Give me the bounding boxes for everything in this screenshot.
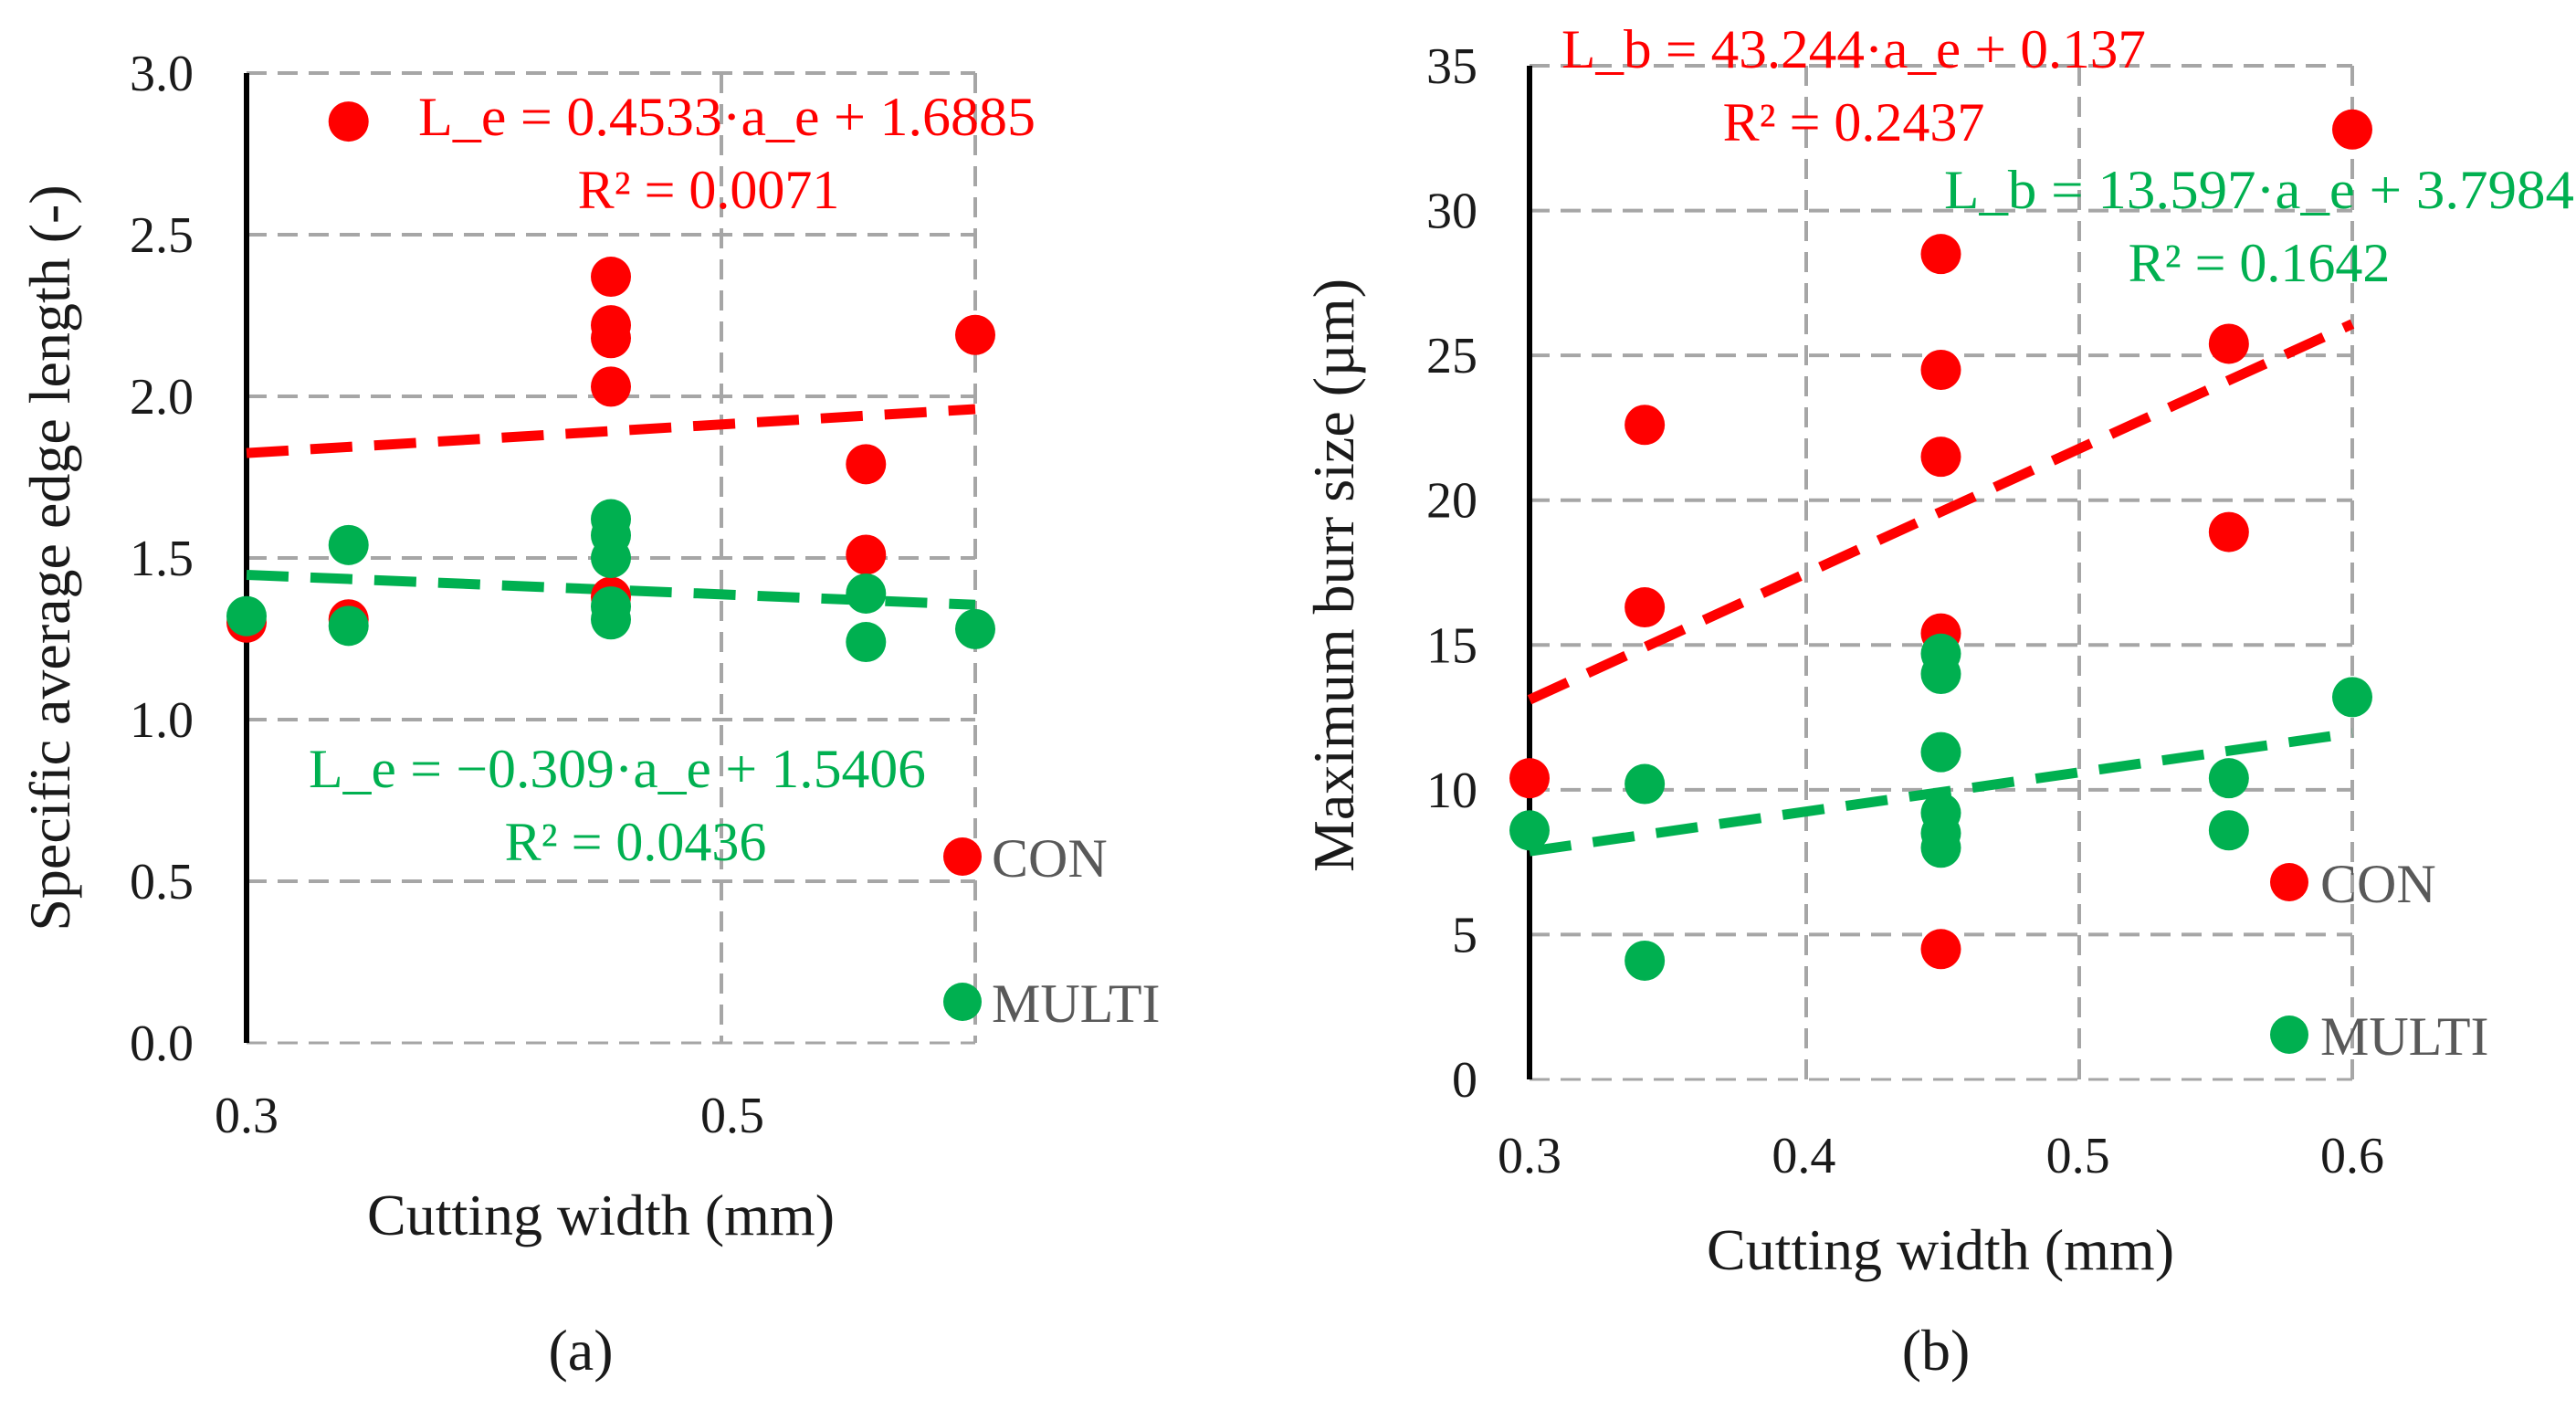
y-tick-label: 15 <box>1426 617 1477 674</box>
point-multi <box>2208 810 2249 851</box>
point-multi <box>1509 810 1550 851</box>
point-con <box>2208 511 2249 552</box>
panel-a-y-axis-title: Specific average edge length (-) <box>17 184 82 931</box>
panel-b-multi-r2: R² = 0.1642 <box>2129 233 2391 293</box>
point-multi <box>328 524 369 565</box>
point-con <box>846 534 887 575</box>
point-multi <box>1920 654 1961 694</box>
panel-b-label: (b) <box>1902 1318 1971 1383</box>
x-tick-label: 0.5 <box>700 1088 764 1144</box>
point-con <box>846 444 887 485</box>
point-con <box>1920 350 1961 390</box>
panel-a-legend-con-marker <box>943 837 982 876</box>
panel-b-points <box>1509 109 2372 981</box>
point-con <box>1920 929 1961 970</box>
y-tick-label: 1.5 <box>130 531 194 587</box>
point-multi <box>226 595 267 637</box>
panel-a-multi-r2: R² = 0.0436 <box>505 812 767 872</box>
panel-b-y-tick-labels: 0 5 10 15 20 25 30 35 <box>1426 38 1477 1109</box>
x-tick-label: 0.4 <box>1772 1128 1835 1184</box>
panel-a-y-tick-labels: 0.0 0.5 1.0 1.5 2.0 2.5 3.0 <box>130 46 194 1072</box>
trendline-con <box>1527 319 2355 705</box>
panel-a-label: (a) <box>548 1318 613 1383</box>
panel-a-points <box>226 101 995 663</box>
panel-a-x-axis-title: Cutting width (mm) <box>367 1183 835 1247</box>
panel-a-con-equation: L_e = 0.4533·a_e + 1.6885 <box>418 87 1036 147</box>
y-tick-label: 0.5 <box>130 854 194 910</box>
trendline-con <box>246 404 976 458</box>
panel-a-x-tick-labels: 0.3 0.5 <box>215 1088 764 1144</box>
point-multi <box>846 573 887 614</box>
point-multi <box>2332 677 2372 718</box>
panel-a: 0.0 0.5 1.0 1.5 2.0 2.5 3.0 0.3 0.5 L_e = 0.453… <box>17 46 1160 1383</box>
point-multi <box>591 599 631 640</box>
y-tick-label: 0.0 <box>130 1015 194 1072</box>
panel-b: 0 5 10 15 20 25 30 35 0.3 0.4 0.5 0.6 L_b = 43.244… <box>1301 19 2574 1383</box>
x-tick-label: 0.3 <box>1498 1128 1561 1184</box>
y-tick-label: 1.0 <box>130 692 194 749</box>
panel-a-con-r2: R² = 0.0071 <box>578 160 840 220</box>
panel-b-y-axis-title: Maximum burr size (µm) <box>1301 279 1366 872</box>
point-multi <box>1920 827 1961 868</box>
point-con <box>2332 109 2372 150</box>
point-multi <box>846 622 887 663</box>
point-multi <box>591 538 631 578</box>
point-con <box>955 314 995 355</box>
panel-a-multi-equation: L_e = −0.309·a_e + 1.5406 <box>309 739 926 799</box>
y-tick-label: 35 <box>1426 38 1477 95</box>
panel-a-legend-multi-marker <box>943 983 982 1021</box>
point-multi <box>955 608 995 649</box>
point-con <box>591 318 631 359</box>
point-con <box>591 257 631 298</box>
point-con <box>328 101 369 142</box>
point-multi <box>328 605 369 647</box>
panel-b-con-r2: R² = 0.2437 <box>1723 92 1985 153</box>
point-multi <box>1624 763 1666 805</box>
trendline-multi <box>1529 728 2353 857</box>
panel-b-trendlines <box>1527 319 2355 857</box>
panel-b-legend-multi-label: MULTI <box>2320 1006 2488 1067</box>
panel-b-x-axis-title: Cutting width (mm) <box>1707 1217 2174 1282</box>
point-con <box>1509 758 1550 799</box>
point-con <box>1624 405 1666 446</box>
panel-b-legend-multi-marker <box>2270 1015 2308 1054</box>
panel-a-legend-multi-label: MULTI <box>992 973 1160 1034</box>
point-con <box>1624 587 1666 628</box>
panel-b-multi-equation: L_b = 13.597·a_e + 3.7984 <box>1944 160 2574 220</box>
y-tick-label: 2.0 <box>130 369 194 426</box>
panel-b-x-tick-labels: 0.3 0.4 0.5 0.6 <box>1498 1128 2384 1184</box>
x-tick-label: 0.6 <box>2320 1128 2384 1184</box>
y-tick-label: 3.0 <box>130 46 194 102</box>
panel-b-legend-con-marker <box>2270 863 2308 901</box>
panel-b-legend-con-label: CON <box>2320 854 2436 914</box>
point-multi <box>1920 731 1961 773</box>
panel-b-con-equation: L_b = 43.244·a_e + 0.137 <box>1561 19 2146 79</box>
y-tick-label: 20 <box>1426 473 1477 530</box>
x-tick-label: 0.5 <box>2046 1128 2110 1184</box>
point-con <box>2208 323 2249 364</box>
point-con <box>591 366 631 407</box>
y-tick-label: 10 <box>1426 763 1477 819</box>
panel-a-legend-con-label: CON <box>992 828 1108 889</box>
point-multi <box>2208 758 2249 799</box>
x-tick-label: 0.3 <box>215 1088 279 1144</box>
y-tick-label: 25 <box>1426 328 1477 384</box>
y-tick-label: 30 <box>1426 184 1477 240</box>
point-con <box>1920 234 1961 275</box>
point-multi <box>1624 940 1666 981</box>
point-con <box>1920 437 1961 478</box>
y-tick-label: 5 <box>1452 907 1477 963</box>
y-tick-label: 2.5 <box>130 207 194 264</box>
y-tick-label: 0 <box>1452 1052 1477 1109</box>
